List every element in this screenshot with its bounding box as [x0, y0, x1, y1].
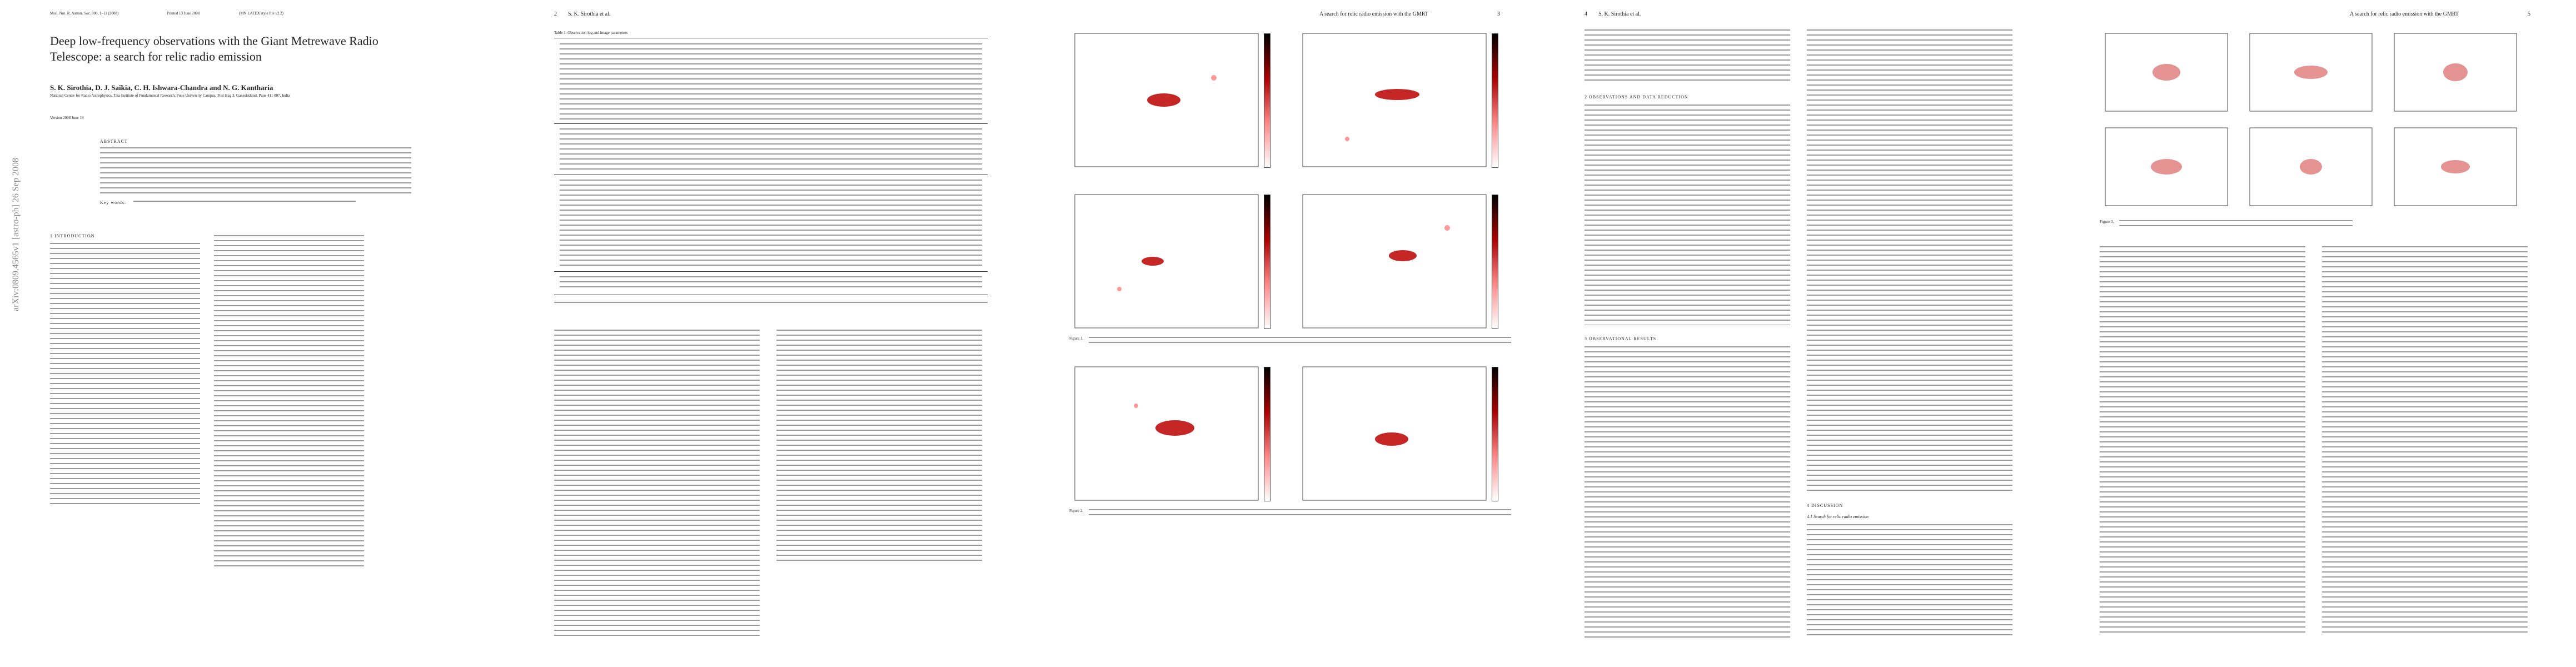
abstract-heading: ABSTRACT: [100, 139, 128, 144]
table-rule: [554, 271, 988, 272]
accepted: Version 2008 June 13: [50, 116, 84, 120]
colorbar: [1264, 33, 1270, 168]
text-column: [214, 233, 364, 567]
section-heading: 4 DISCUSSION: [1807, 503, 1843, 508]
colorbar: [1492, 33, 1498, 168]
page-number: 3: [1497, 11, 1500, 17]
affiliation: National Centre for Radio Astrophysics, …: [50, 93, 290, 98]
running-head: S. K. Sirothia et al.: [1598, 11, 1641, 17]
colorbar: [1492, 367, 1498, 501]
page-number: 4: [1585, 11, 1587, 17]
colorbar: [1492, 195, 1498, 329]
table-rows: [560, 127, 982, 171]
table-note: [554, 300, 988, 307]
text-column: [1585, 103, 1790, 325]
figure-panels: [1074, 33, 1487, 501]
printed: Printed 13 June 2008: [167, 11, 200, 16]
text-column: [50, 241, 200, 508]
page-1: Mon. Not. R. Astron. Soc. 000, 1–11 (200…: [0, 0, 515, 667]
caption-text: [1089, 335, 1511, 343]
table-rows: [560, 275, 982, 291]
title: Deep low-frequency observations with the…: [50, 34, 378, 63]
figure-caption: Figure 1.: [1069, 336, 1084, 341]
keywords-heading: Key words:: [100, 200, 127, 205]
page-5: A search for relic radio emission with t…: [2061, 0, 2576, 667]
authors: S. K. Sirothia, D. J. Saikia, C. H. Ishw…: [50, 83, 273, 92]
page-3: A search for relic radio emission with t…: [1030, 0, 1546, 667]
section-heading: 1 INTRODUCTION: [50, 233, 95, 238]
page-number: 2: [554, 11, 557, 17]
keywords-text: [133, 199, 356, 205]
text-column: [554, 328, 760, 639]
table-rule: [554, 123, 988, 124]
figure-caption: Figure 3.: [2100, 220, 2114, 224]
caption-text: [2119, 218, 2353, 230]
section-heading: 3 OBSERVATIONAL RESULTS: [1585, 336, 1657, 341]
running-head: A search for relic radio emission with t…: [2350, 11, 2459, 17]
running-head: S. K. Sirothia et al.: [568, 11, 611, 17]
figure-panels: [2105, 33, 2517, 206]
text-column: [1585, 28, 1790, 83]
colorbar: [1264, 367, 1270, 501]
page-2: 2 S. K. Sirothia et al. Table 1. Observa…: [515, 0, 1030, 667]
page-number: 5: [2528, 11, 2530, 17]
table-rows: [560, 42, 982, 120]
page-4: 4 S. K. Sirothia et al. 2 OBSERVATIONS A…: [1546, 0, 2061, 667]
text-column: [1807, 522, 2012, 639]
text-column: [1585, 345, 1790, 639]
journal: Mon. Not. R. Astron. Soc. 000, 1–11 (200…: [50, 11, 119, 16]
section-heading: 2 OBSERVATIONS AND DATA REDUCTION: [1585, 94, 1688, 99]
subsection-heading: 4.1 Search for relic radio emission: [1807, 514, 1869, 519]
table-caption: Table 1. Observation log and image param…: [554, 31, 628, 35]
abstract-text: [100, 146, 411, 196]
figure-caption: Figure 2.: [1069, 509, 1084, 513]
arxiv-stamp: arXiv:0809.4565v1 [astro-ph] 26 Sep 2008: [11, 158, 21, 311]
running-head: A search for relic radio emission with t…: [1319, 11, 1429, 17]
table-rows: [560, 178, 982, 267]
style: (MN LATEX style file v2.2): [239, 11, 283, 16]
colorbar: [1264, 195, 1270, 329]
text-column: [1807, 28, 2012, 495]
text-column: [2322, 245, 2528, 634]
text-column: [776, 328, 982, 561]
text-column: [2100, 245, 2305, 634]
caption-text: [1089, 507, 1511, 515]
